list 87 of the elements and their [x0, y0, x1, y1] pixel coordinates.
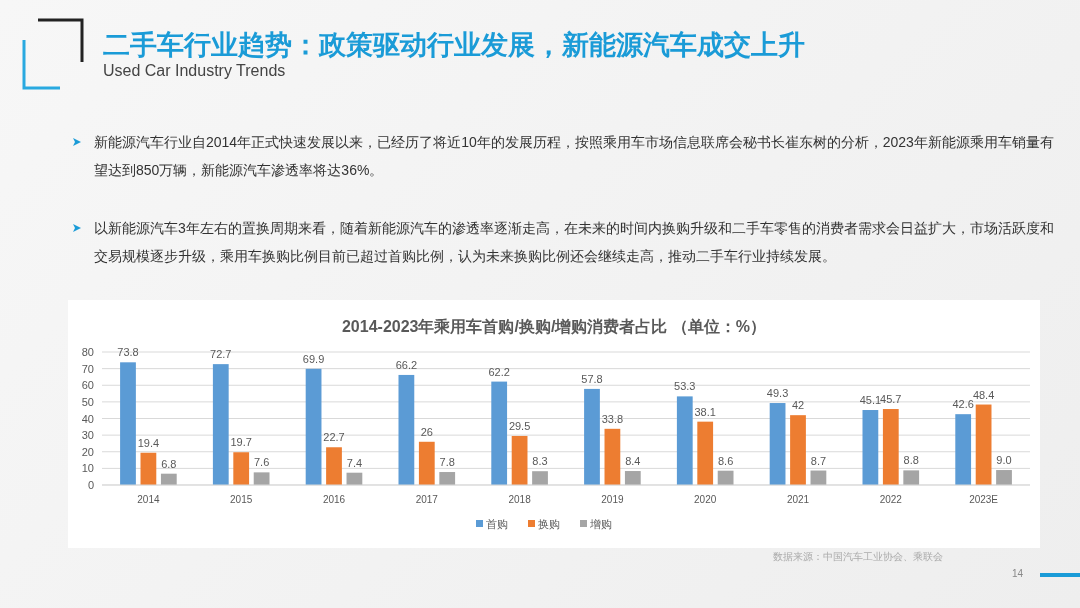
data-label: 62.2: [488, 365, 510, 378]
bar: [305, 368, 322, 485]
y-tick-label: 30: [81, 429, 94, 442]
data-label: 7.6: [253, 456, 270, 469]
data-label: 8.6: [717, 454, 734, 467]
x-tick-label: 2022: [879, 494, 903, 505]
data-label: 49.3: [766, 387, 789, 400]
chart-title: 2014-2023年乘用车首购/换购/增购消费者占比 （单位：%）: [341, 318, 767, 336]
data-label: 7.4: [346, 456, 363, 469]
bar: [140, 452, 157, 485]
data-label: 33.8: [601, 412, 624, 425]
data-label: 6.8: [161, 457, 177, 470]
source-note: 数据来源：中国汽车工业协会、乘联会: [773, 550, 943, 564]
data-label: 48.4: [972, 388, 995, 401]
bar: [955, 414, 972, 485]
data-label: 8.3: [532, 455, 548, 468]
bar: [697, 421, 714, 485]
legend-label: 增购: [589, 518, 612, 530]
bar: [233, 452, 250, 485]
data-label: 53.3: [674, 380, 696, 393]
legend-label: 换购: [538, 518, 560, 530]
x-tick-label: 2020: [694, 494, 717, 505]
bar: [996, 470, 1012, 485]
text: 新能源汽车行业自2014年正式快速发展以来，已经历了将近10年的发展历程，按照乘用车市场信息联席会秘书长崔东树的分析，2023年新能源乘用车销量有望达到850万辆，新能源汽车渗透率将达36%。: [93, 133, 1054, 180]
data-label: 7.8: [439, 456, 455, 469]
bar: [882, 409, 899, 485]
bar: [604, 428, 621, 485]
text: 二手车行业趋势：政策驱动行业发展，新能源汽车成交上升: [103, 29, 805, 62]
data-label: 8.8: [903, 454, 919, 467]
bar: [862, 410, 879, 485]
bar: [624, 471, 641, 485]
x-tick-label: 2023E: [969, 494, 999, 505]
bar: [975, 404, 992, 485]
bar: [584, 388, 600, 485]
y-tick-label: 10: [81, 462, 94, 475]
bar: [418, 441, 435, 485]
data-label: 66.2: [395, 358, 418, 371]
bar: [903, 470, 920, 485]
bar: [120, 362, 136, 485]
data-label: 57.8: [581, 372, 603, 385]
bar: [717, 470, 734, 485]
data-label: 38.1: [694, 405, 716, 418]
bar: [491, 381, 508, 485]
data-label: 69.9: [302, 352, 325, 365]
data-label: 73.8: [117, 346, 139, 359]
text: Used Car Industry Trends: [103, 62, 286, 80]
data-label: 42.6: [952, 398, 974, 411]
data-label: 29.5: [508, 419, 531, 432]
data-label: 19.7: [230, 436, 252, 449]
y-tick-label: 40: [81, 412, 94, 425]
y-tick-label: 50: [81, 395, 94, 408]
y-tick-label: 0: [87, 479, 94, 491]
data-label: 42: [791, 399, 805, 412]
bar: [769, 403, 786, 485]
text: 14: [1012, 568, 1024, 579]
bar: [790, 415, 806, 485]
y-tick-label: 20: [81, 445, 94, 458]
bar: [511, 435, 528, 485]
bar: [676, 396, 693, 485]
bar: [326, 447, 342, 485]
legend-label: 首购: [486, 518, 508, 530]
x-tick-label: 2017: [415, 494, 439, 505]
data-label: 8.7: [810, 454, 827, 467]
x-tick-label: 2014: [137, 494, 160, 505]
bar: [532, 471, 548, 485]
data-label: 8.4: [625, 455, 641, 468]
data-label: 45.7: [880, 393, 902, 406]
x-tick-label: 2019: [601, 494, 624, 505]
y-tick-label: 60: [81, 379, 94, 392]
bar: [160, 473, 177, 485]
data-label: 26: [420, 425, 433, 438]
text: 以新能源汽车3年左右的置换周期来看，随着新能源汽车的渗透率逐渐走高，在未来的时间内换购升级和二手车零售的消费者需求会日益扩大，市场活跃度和交易规模逐步升级，乘用车换购比例目前已超过首购比例，认为未来换购比例还会继续走高，推动二手车行业持续发展。: [93, 219, 1054, 266]
data-label: 45.1: [859, 394, 882, 407]
x-tick-label: 2021: [786, 494, 810, 505]
y-tick-label: 70: [81, 362, 94, 375]
bar: [398, 374, 415, 485]
x-tick-label: 2015: [230, 494, 253, 505]
bar: [439, 472, 456, 485]
x-tick-label: 2016: [322, 494, 346, 505]
bar: [212, 364, 229, 485]
y-tick-label: 80: [81, 346, 94, 358]
data-label: 72.7: [210, 348, 232, 361]
data-label: 22.7: [323, 431, 345, 444]
data-label: 9.0: [996, 454, 1012, 467]
bar: [253, 472, 270, 485]
x-tick-label: 2018: [508, 494, 532, 505]
data-label: 19.4: [137, 436, 160, 449]
